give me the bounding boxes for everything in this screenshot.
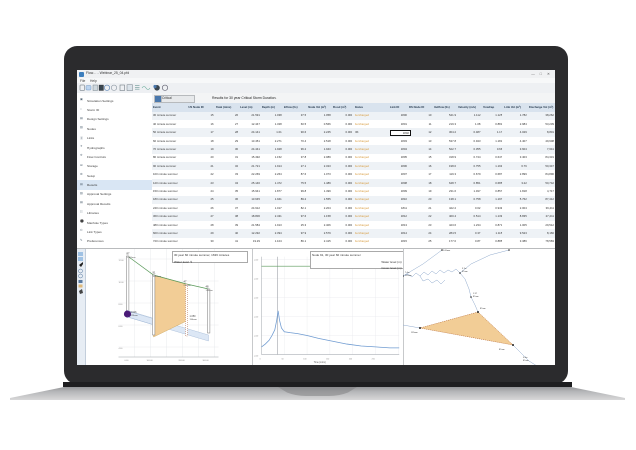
svg-text:150: 150 xyxy=(326,358,329,360)
svg-text:Time (mins): Time (mins) xyxy=(314,362,326,364)
svg-text:100: 100 xyxy=(303,358,306,360)
svg-text:1.37: 1.37 xyxy=(473,293,478,295)
svg-text:50: 50 xyxy=(281,358,283,360)
svg-text:10.00: 10.00 xyxy=(119,282,125,284)
svg-text:225mm: 225mm xyxy=(184,285,191,287)
svg-text:48: 48 xyxy=(206,285,209,289)
svg-text:-0.00: -0.00 xyxy=(254,316,258,318)
svg-text:1.000mm: 1.000mm xyxy=(127,257,136,259)
svg-text:1.050: 1.050 xyxy=(190,315,197,318)
svg-text:8.00: 8.00 xyxy=(119,304,124,306)
svg-text:7.4m: 7.4m xyxy=(405,272,410,274)
svg-text:87mm: 87mm xyxy=(480,308,486,310)
svg-text:87mm: 87mm xyxy=(462,271,468,273)
svg-text:3.4m: 3.4m xyxy=(523,357,528,359)
svg-text:12.00: 12.00 xyxy=(119,260,125,262)
svg-text:1.65mm: 1.65mm xyxy=(443,250,451,252)
svg-text:225mm: 225mm xyxy=(131,315,138,317)
svg-text:200.00: 200.00 xyxy=(179,360,186,362)
svg-text:1000mm: 1000mm xyxy=(153,276,162,278)
svg-text:150mm: 150mm xyxy=(190,319,197,321)
svg-text:3.7m: 3.7m xyxy=(462,268,467,270)
svg-text:150mm: 150mm xyxy=(206,290,213,292)
svg-text:87mm: 87mm xyxy=(473,296,479,298)
svg-text:0.00: 0.00 xyxy=(125,360,130,362)
svg-text:100.00: 100.00 xyxy=(147,360,154,362)
svg-text:-0.00: -0.00 xyxy=(254,259,258,261)
svg-text:87: 87 xyxy=(127,252,130,256)
svg-text:91: 91 xyxy=(153,271,156,275)
svg-text:-0.00: -0.00 xyxy=(254,335,258,337)
svg-text:200: 200 xyxy=(349,358,352,360)
svg-text:0: 0 xyxy=(260,358,261,360)
svg-text:135mm: 135mm xyxy=(405,275,412,277)
svg-text:250: 250 xyxy=(372,358,375,360)
svg-text:300.00: 300.00 xyxy=(203,360,210,362)
svg-text:6.00: 6.00 xyxy=(119,326,124,328)
svg-text:87mm: 87mm xyxy=(523,360,529,362)
svg-text:135mm: 135mm xyxy=(411,332,418,334)
svg-text:-0.00: -0.00 xyxy=(254,278,258,280)
svg-text:-0.00: -0.00 xyxy=(254,297,258,299)
svg-text:4.00: 4.00 xyxy=(119,348,124,350)
svg-text:87mm: 87mm xyxy=(499,349,505,351)
svg-text:-0.00: -0.00 xyxy=(254,355,258,357)
svg-text:1.016: 1.016 xyxy=(131,311,138,314)
svg-text:47: 47 xyxy=(184,280,187,284)
